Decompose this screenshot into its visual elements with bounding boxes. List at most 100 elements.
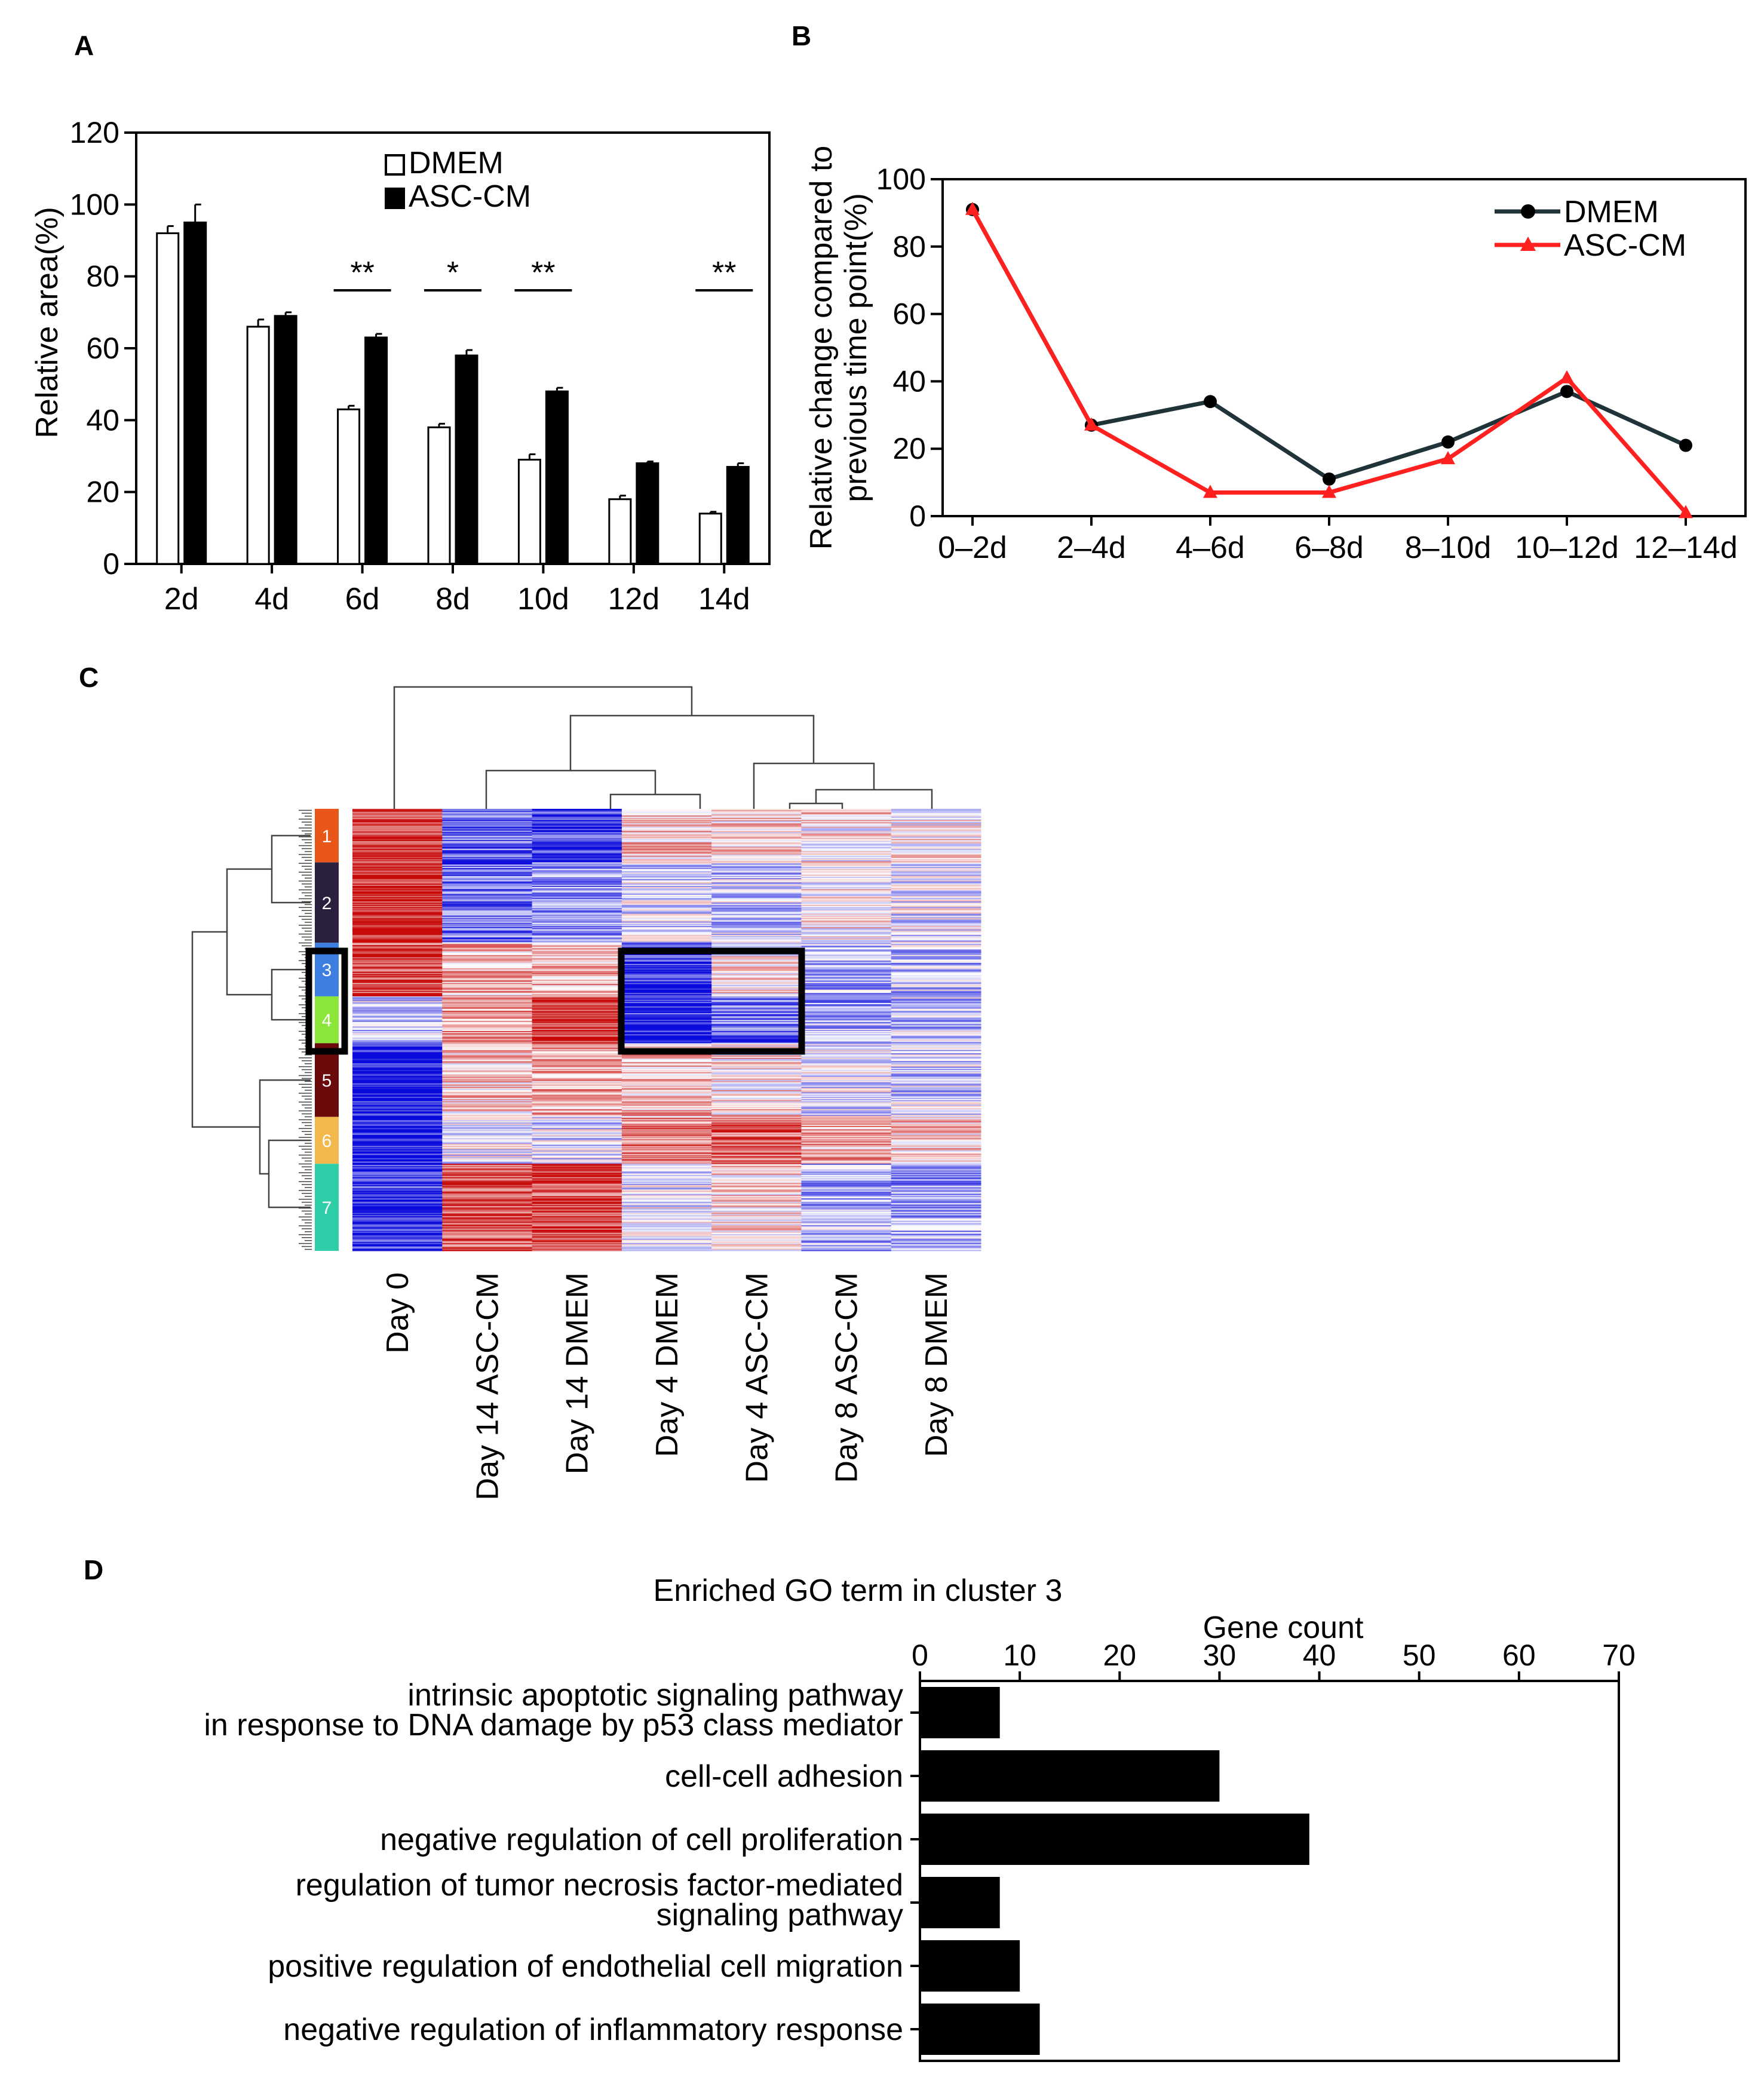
panel-c-heatmap-cell — [621, 849, 712, 851]
panel-c-heatmap-cell — [352, 1089, 443, 1091]
panel-c-heatmap-cell — [532, 1018, 622, 1020]
panel-c-heatmap-cell — [801, 952, 892, 953]
panel-c-heatmap-cell — [442, 972, 533, 975]
panel-c-heatmap-cell — [442, 841, 533, 843]
panel-c-heatmap-cell — [621, 1177, 712, 1179]
panel-d-category-labels: intrinsic apoptotic signaling pathwayin … — [204, 1678, 920, 2047]
panel-c-heatmap-cell — [891, 1226, 981, 1228]
panel-c-heatmap-cell — [621, 907, 712, 909]
panel-c-heatmap-cell — [711, 882, 802, 884]
panel-c-heatmap-cell — [442, 985, 533, 987]
panel-c-heatmap-cell — [352, 1131, 443, 1133]
panel-c-heatmap-cell — [621, 1059, 712, 1060]
panel-c-heatmap-cell — [711, 817, 802, 818]
panel-c-heatmap-cell — [891, 1025, 981, 1027]
panel-c-heatmap-cell — [352, 938, 443, 940]
panel-c-heatmap-cell — [621, 906, 712, 907]
panel-c-heatmap-cell — [711, 977, 802, 979]
panel-c-heatmap-cell — [532, 1084, 622, 1086]
panel-c-heatmap-cell — [532, 915, 622, 916]
panel-c-heatmap-cell — [621, 1137, 712, 1139]
panel-c-heatmap-cell — [621, 1215, 712, 1217]
panel-c-heatmap-cell — [352, 1097, 443, 1100]
panel-c-heatmap-cell — [711, 1160, 802, 1162]
panel-c-heatmap-cell — [891, 978, 981, 980]
panel-c-heatmap-cell — [532, 1216, 622, 1218]
panel-c-heatmap-cell — [442, 1195, 533, 1197]
panel-c-heatmap-cell — [442, 1137, 533, 1139]
panel-c-heatmap-cell — [621, 1150, 712, 1152]
panel-c-heatmap-cell — [801, 1102, 892, 1104]
panel-c-heatmap-cell — [442, 975, 533, 977]
panel-c-heatmap-cell — [801, 830, 892, 832]
panel-c-heatmap-cell — [801, 1111, 892, 1113]
panel-c-heatmap-cell — [352, 944, 443, 946]
panel-c-heatmap-cell — [891, 1017, 981, 1019]
panel-c-heatmap-cell — [352, 1147, 443, 1149]
panel-c-heatmap-cell — [352, 1170, 443, 1172]
panel-a-y-tick-label: 60 — [86, 332, 119, 365]
panel-c-heatmap-cell — [711, 929, 802, 931]
panel-c-heatmap-cell — [442, 1245, 533, 1247]
panel-c-heatmap-cell — [891, 1007, 981, 1009]
panel-c-cluster-number: 6 — [322, 1131, 332, 1151]
panel-c-heatmap-cell — [891, 1186, 981, 1188]
panel-c-heatmap-cell — [532, 889, 622, 891]
panel-c-heatmap-cell — [532, 1006, 622, 1008]
panel-c-heatmap-cell — [891, 841, 981, 843]
panel-c-heatmap-cell — [532, 1027, 622, 1029]
panel-c-heatmap-cell — [621, 1079, 712, 1081]
panel-c-heatmap-cell — [442, 1228, 533, 1230]
panel-c-heatmap-cell — [891, 1219, 981, 1222]
panel-c-heatmap-cell — [352, 1217, 443, 1219]
panel-c-heatmap-cell — [442, 1106, 533, 1107]
panel-c-heatmap-cell — [891, 886, 981, 889]
panel-c-heatmap-cell — [352, 1174, 443, 1177]
panel-c-heatmap-cell — [532, 958, 622, 960]
panel-c-heatmap-cell — [711, 899, 802, 901]
panel-c-heatmap-cell — [532, 916, 622, 918]
panel-c-heatmap-cell — [621, 1106, 712, 1107]
panel-c-heatmap-cell — [442, 1150, 533, 1152]
panel-c-heatmap-cell — [621, 955, 712, 957]
panel-c-heatmap-cell — [801, 1208, 892, 1210]
panel-c-heatmap-cell — [891, 1148, 981, 1150]
panel-c-heatmap-cell — [891, 844, 981, 846]
panel-c-heatmap-cell — [621, 1113, 712, 1115]
panel-c-heatmap-cell — [442, 1123, 533, 1125]
panel-c-heatmap-cell — [532, 1161, 622, 1163]
panel-c-heatmap-cell — [621, 1207, 712, 1209]
panel-c-heatmap-cell — [442, 821, 533, 823]
panel-c-heatmap-cell — [891, 926, 981, 928]
panel-c-heatmap-cell — [801, 1138, 892, 1140]
panel-c-heatmap-cell — [711, 978, 802, 980]
panel-c-heatmap-cell — [532, 920, 622, 922]
panel-c-heatmap-cell — [442, 980, 533, 983]
panel-c-heatmap-cell — [352, 1171, 443, 1173]
panel-c-heatmap-cell — [442, 1054, 533, 1056]
panel-c-heatmap-cell — [532, 897, 622, 898]
panel-c-heatmap-cell — [891, 811, 981, 813]
panel-c-heatmap-cell — [711, 918, 802, 920]
panel-c-heatmap-cell — [801, 997, 892, 999]
panel-c-heatmap-cell — [532, 1227, 622, 1229]
panel-c-heatmap-cell — [442, 1138, 533, 1140]
panel-c-heatmap-cell — [891, 1167, 981, 1169]
panel-c-heatmap-cell — [891, 1209, 981, 1211]
panel-c-heatmap-cell — [621, 882, 712, 884]
panel-c-heatmap-cell — [352, 1079, 443, 1081]
panel-c-heatmap-cell — [621, 1233, 712, 1235]
panel-c-heatmap-cell — [891, 1218, 981, 1220]
panel-c-heatmap-cell — [352, 968, 443, 970]
panel-c-heatmap-cell — [801, 1242, 892, 1245]
panel-c-heatmap-cell — [442, 849, 533, 851]
panel-c-heatmap-cell — [711, 1213, 802, 1214]
panel-c-heatmap-cell — [352, 1151, 443, 1153]
panel-c-heatmap-cell — [801, 814, 892, 816]
panel-c-heatmap-cell — [532, 1157, 622, 1159]
panel-c-heatmap-cell — [801, 1232, 892, 1234]
panel-c-heatmap-cell — [532, 823, 622, 825]
panel-c-heatmap-cell — [801, 818, 892, 821]
panel-c-heatmap-cell — [442, 823, 533, 825]
panel-c-heatmap-cell — [711, 924, 802, 925]
